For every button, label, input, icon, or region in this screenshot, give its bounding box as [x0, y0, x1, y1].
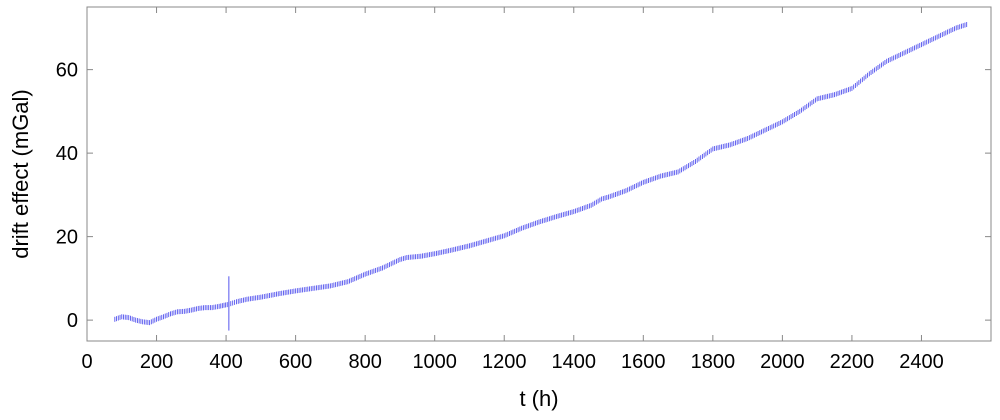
x-tick-label: 0 — [81, 351, 92, 373]
x-tick-label: 1800 — [691, 351, 736, 373]
y-axis-title: drift effect (mGal) — [8, 89, 33, 259]
plot-frame — [86, 6, 992, 342]
data-series — [114, 22, 968, 331]
x-tick-label: 1000 — [412, 351, 457, 373]
y-tick-label: 0 — [67, 310, 78, 332]
x-tick-label: 200 — [140, 351, 173, 373]
x-tick-label: 2200 — [830, 351, 875, 373]
y-tick-label: 40 — [56, 143, 78, 165]
x-axis-title: t (h) — [519, 386, 558, 411]
y-tick-label: 60 — [56, 60, 78, 82]
x-tick-label: 1400 — [552, 351, 597, 373]
y-tick-label: 20 — [56, 227, 78, 249]
x-axis: 0 200 400 600 800 1000 1200 1400 1600 1800 2000 220… — [81, 7, 944, 373]
x-tick-label: 2400 — [899, 351, 944, 373]
x-tick-label: 2000 — [760, 351, 805, 373]
x-tick-label: 600 — [279, 351, 312, 373]
y-axis: 0 20 40 60 — [56, 60, 991, 332]
x-tick-label: 400 — [209, 351, 242, 373]
x-tick-label: 1200 — [482, 351, 527, 373]
x-tick-label: 800 — [348, 351, 381, 373]
x-tick-label: 1600 — [621, 351, 666, 373]
